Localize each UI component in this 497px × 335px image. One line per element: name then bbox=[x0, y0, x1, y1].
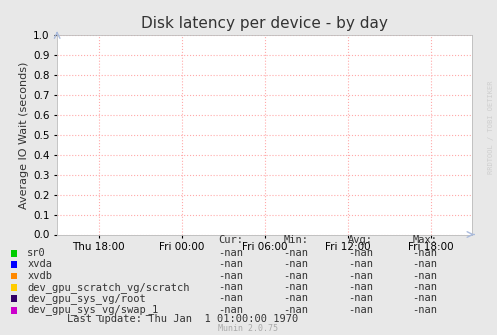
Text: -nan: -nan bbox=[219, 271, 244, 281]
Text: -nan: -nan bbox=[348, 259, 373, 269]
Text: dev_gpu_sys_vg/swap_1: dev_gpu_sys_vg/swap_1 bbox=[27, 305, 159, 315]
Text: -nan: -nan bbox=[283, 271, 308, 281]
Text: -nan: -nan bbox=[348, 293, 373, 304]
Text: dev_gpu_sys_vg/root: dev_gpu_sys_vg/root bbox=[27, 293, 146, 304]
Text: -nan: -nan bbox=[283, 293, 308, 304]
Text: Last update: Thu Jan  1 01:00:00 1970: Last update: Thu Jan 1 01:00:00 1970 bbox=[67, 314, 298, 324]
Text: -nan: -nan bbox=[348, 271, 373, 281]
Text: -nan: -nan bbox=[283, 305, 308, 315]
Text: -nan: -nan bbox=[413, 248, 437, 258]
Text: Max:: Max: bbox=[413, 235, 437, 245]
Text: -nan: -nan bbox=[348, 282, 373, 292]
Text: Min:: Min: bbox=[283, 235, 308, 245]
Text: -nan: -nan bbox=[283, 248, 308, 258]
Text: -nan: -nan bbox=[219, 248, 244, 258]
Text: -nan: -nan bbox=[413, 271, 437, 281]
Text: Munin 2.0.75: Munin 2.0.75 bbox=[219, 324, 278, 333]
Text: -nan: -nan bbox=[413, 305, 437, 315]
Text: -nan: -nan bbox=[348, 305, 373, 315]
Text: -nan: -nan bbox=[413, 282, 437, 292]
Text: dev_gpu_scratch_vg/scratch: dev_gpu_scratch_vg/scratch bbox=[27, 282, 190, 292]
Text: -nan: -nan bbox=[283, 259, 308, 269]
Text: xvda: xvda bbox=[27, 259, 52, 269]
Text: RRDTOOL / TOBI OETIKER: RRDTOOL / TOBI OETIKER bbox=[488, 80, 494, 174]
Text: -nan: -nan bbox=[413, 293, 437, 304]
Text: Avg:: Avg: bbox=[348, 235, 373, 245]
Text: -nan: -nan bbox=[219, 293, 244, 304]
Text: xvdb: xvdb bbox=[27, 271, 52, 281]
Text: -nan: -nan bbox=[219, 259, 244, 269]
Text: sr0: sr0 bbox=[27, 248, 46, 258]
Text: Cur:: Cur: bbox=[219, 235, 244, 245]
Title: Disk latency per device - by day: Disk latency per device - by day bbox=[141, 16, 388, 31]
Text: -nan: -nan bbox=[348, 248, 373, 258]
Text: -nan: -nan bbox=[413, 259, 437, 269]
Text: -nan: -nan bbox=[219, 282, 244, 292]
Text: -nan: -nan bbox=[219, 305, 244, 315]
Text: -nan: -nan bbox=[283, 282, 308, 292]
Y-axis label: Average IO Wait (seconds): Average IO Wait (seconds) bbox=[19, 61, 29, 208]
